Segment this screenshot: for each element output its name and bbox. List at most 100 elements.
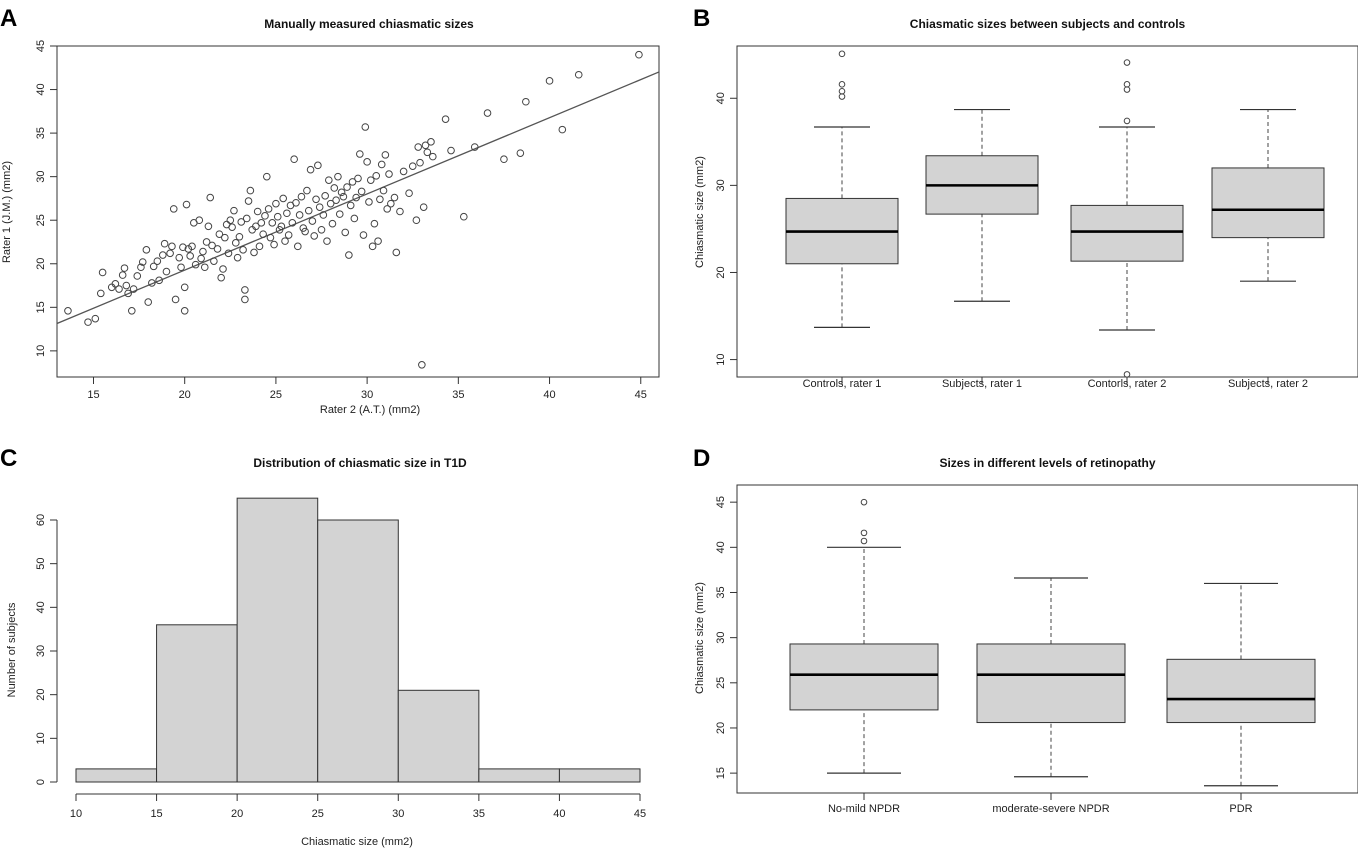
scatter-point xyxy=(213,245,222,253)
scatter-point xyxy=(500,155,508,164)
scatter-point xyxy=(396,207,404,216)
c-y-tick-label: 30 xyxy=(35,645,47,657)
scatter-point xyxy=(230,206,238,215)
c-y-tick-label: 10 xyxy=(35,732,47,744)
scatter-point xyxy=(522,97,530,106)
x-axis-label-A: Rater 2 (A.T.) (mm2) xyxy=(320,404,420,416)
scatter-point xyxy=(545,77,554,85)
c-x-tick-label: 40 xyxy=(553,808,565,820)
box-y-B-tick-label: 30 xyxy=(715,179,727,191)
category-label: Contorls, rater 2 xyxy=(1088,378,1167,390)
c-y-tick-label: 40 xyxy=(35,601,47,613)
scatter-point xyxy=(385,170,393,178)
box-1 xyxy=(789,643,939,711)
box-3 xyxy=(1166,658,1316,724)
scatter-point xyxy=(244,197,253,205)
scatter-point xyxy=(221,233,229,242)
histogram-bar xyxy=(156,624,238,783)
scatter-point xyxy=(306,165,315,174)
scatter-point xyxy=(84,318,92,326)
y-axis-label-C: Number of subjects xyxy=(6,602,18,697)
box-3 xyxy=(1070,204,1184,262)
plot-frame-0 xyxy=(56,45,660,378)
scatter-point xyxy=(314,161,322,170)
a-y-tick-label: 10 xyxy=(35,345,47,357)
histogram-bar xyxy=(75,768,158,783)
scatter-point xyxy=(279,194,288,203)
c-y-tick-label: 50 xyxy=(35,558,47,570)
category-label: PDR xyxy=(1229,803,1252,815)
scatter-point xyxy=(346,201,355,210)
box-y-D-tick-label: 40 xyxy=(715,541,727,553)
chart-title-C: Distribution of chiasmatic size in T1D xyxy=(253,456,467,470)
scatter-point xyxy=(284,231,293,239)
outlier-point xyxy=(860,537,868,545)
scatter-point xyxy=(381,151,390,159)
scatter-point xyxy=(199,247,207,256)
regression-line xyxy=(57,71,659,325)
panel-letter-B: B xyxy=(693,5,710,32)
scatter-point xyxy=(253,207,262,216)
scatter-point xyxy=(337,188,346,197)
scatter-point xyxy=(418,361,426,369)
box-y-B-tick-label: 10 xyxy=(715,353,727,365)
scatter-point xyxy=(148,279,156,287)
box-y-B-tick-label: 20 xyxy=(715,266,727,278)
scatter-point xyxy=(202,238,211,246)
panel-letter-C: C xyxy=(0,445,17,472)
scatter-point xyxy=(120,264,129,272)
scatter-point xyxy=(175,253,184,262)
scatter-point xyxy=(255,242,264,251)
scatter-point xyxy=(304,206,313,215)
scatter-point xyxy=(359,231,368,239)
scatter-point xyxy=(416,158,424,167)
a-y-tick-label: 45 xyxy=(35,40,47,52)
scatter-point xyxy=(330,184,339,192)
a-y-tick-label: 30 xyxy=(35,171,47,183)
a-y-tick-label: 25 xyxy=(35,214,47,226)
scatter-point xyxy=(368,242,377,251)
c-y-tick-label: 60 xyxy=(35,514,47,526)
c-x-tick-label: 15 xyxy=(150,808,162,820)
scatter-point xyxy=(361,123,370,131)
scatter-point xyxy=(242,214,251,223)
scatter-point xyxy=(127,307,136,315)
scatter-point xyxy=(383,205,391,213)
scatter-point xyxy=(356,150,364,158)
scatter-point xyxy=(310,232,319,240)
scatter-point xyxy=(374,237,382,245)
histogram-bar xyxy=(397,689,480,783)
c-y-tick-label: 0 xyxy=(35,779,47,785)
scatter-point xyxy=(272,199,280,208)
scatter-point xyxy=(171,295,180,304)
scatter-point xyxy=(421,141,430,150)
scatter-point xyxy=(414,143,423,151)
scatter-point xyxy=(423,148,432,157)
box-y-D-tick-label: 35 xyxy=(715,586,727,598)
scatter-point xyxy=(516,149,525,157)
chart-title-B: Chiasmatic sizes between subjects and co… xyxy=(910,17,1186,31)
outlier-point xyxy=(1123,371,1131,378)
a-x-tick-label: 45 xyxy=(635,389,647,401)
box-y-D-tick-label: 25 xyxy=(715,677,727,689)
scatter-point xyxy=(315,203,324,211)
scatter-point xyxy=(376,195,384,204)
scatter-point xyxy=(321,192,329,200)
a-y-tick-label: 15 xyxy=(35,301,47,313)
scatter-point xyxy=(427,138,435,146)
scatter-point xyxy=(153,257,162,265)
scatter-point xyxy=(155,276,163,285)
scatter-point xyxy=(341,228,350,237)
scatter-point xyxy=(377,160,386,169)
scatter-point xyxy=(447,146,455,155)
box-2 xyxy=(976,643,1126,724)
scatter-point xyxy=(129,285,138,293)
scatter-point xyxy=(262,172,271,181)
scatter-point xyxy=(180,307,189,315)
scatter-point xyxy=(332,196,340,204)
panel-letter-A: A xyxy=(0,5,17,32)
scatter-point xyxy=(188,242,196,251)
scatter-point xyxy=(312,195,320,204)
category-label: Subjects, rater 1 xyxy=(942,378,1022,390)
scatter-point xyxy=(363,158,371,166)
